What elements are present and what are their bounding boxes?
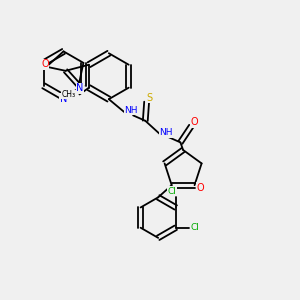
Text: N: N	[60, 94, 67, 104]
Text: O: O	[196, 183, 204, 193]
Text: NH: NH	[159, 128, 173, 137]
Text: NH: NH	[124, 106, 138, 115]
Text: CH₃: CH₃	[61, 90, 75, 99]
Text: S: S	[146, 93, 152, 103]
Text: O: O	[41, 59, 49, 69]
Text: N: N	[76, 83, 84, 93]
Text: Cl: Cl	[167, 187, 176, 196]
Text: O: O	[190, 117, 198, 127]
Text: Cl: Cl	[190, 223, 199, 232]
